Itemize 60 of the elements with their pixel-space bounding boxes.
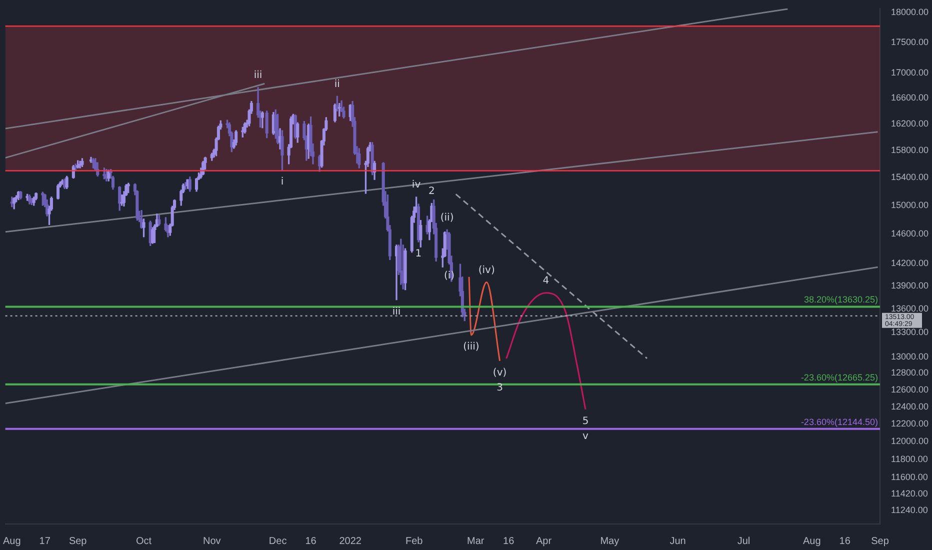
annotation: 2 bbox=[428, 186, 435, 197]
annotation: iv bbox=[412, 180, 421, 191]
x-tick-label: Nov bbox=[202, 536, 221, 547]
y-tick-label: 12000.00 bbox=[891, 436, 929, 446]
y-tick-label: 17500.00 bbox=[891, 36, 929, 47]
ref-line-label: 38.20%(13630.25) bbox=[804, 294, 878, 305]
y-tick-label: 13000.00 bbox=[891, 351, 929, 362]
y-tick-label: 13600.00 bbox=[891, 304, 929, 314]
y-tick-label: 12400.00 bbox=[891, 401, 929, 412]
y-tick-label: 15800.00 bbox=[891, 144, 929, 155]
y-tick-label: 11800.00 bbox=[891, 454, 928, 464]
line-series bbox=[506, 292, 586, 410]
y-tick-label: 16200.00 bbox=[891, 118, 929, 128]
y-tick-label: 11420.00 bbox=[891, 488, 928, 498]
y-tick-label: 13900.00 bbox=[891, 280, 929, 290]
x-tick-label: Oct bbox=[136, 536, 152, 547]
y-tick-label: 14600.00 bbox=[891, 228, 929, 238]
x-tick-label: Aug bbox=[3, 536, 21, 547]
y-tick-label: 14200.00 bbox=[891, 258, 929, 268]
annotation: v bbox=[582, 430, 589, 442]
annotation: iii bbox=[254, 70, 262, 81]
annotation: ii bbox=[334, 78, 340, 90]
x-tick-label: 16 bbox=[503, 536, 515, 547]
x-tick-label: Jul bbox=[737, 536, 750, 547]
ref-line-label: -23.60%(12665.25) bbox=[800, 372, 878, 382]
x-tick-label: 2022 bbox=[339, 536, 362, 547]
annotation: i bbox=[280, 176, 284, 188]
annotation: 1 bbox=[415, 248, 422, 260]
x-tick-label: Sep bbox=[871, 536, 890, 547]
annotation: (v) bbox=[492, 367, 507, 378]
x-tick-label: Aug bbox=[802, 536, 821, 547]
annotation: 4 bbox=[542, 275, 550, 286]
x-tick-label: Feb bbox=[405, 536, 424, 547]
y-tick-label: 12800.00 bbox=[891, 368, 929, 378]
x-tick-label: Dec bbox=[268, 536, 287, 547]
y-tick-label: 15400.00 bbox=[891, 172, 929, 182]
y-tick-label: 11600.00 bbox=[891, 472, 928, 482]
y-tick-label: 13300.00 bbox=[891, 327, 929, 338]
annotation: 5 bbox=[582, 416, 589, 427]
y-tick-label: 18000.00 bbox=[891, 6, 929, 17]
y-tick-label: 12600.00 bbox=[891, 384, 929, 394]
annotation: (iv) bbox=[478, 264, 495, 276]
ref-line-label: -23.60%(12144.50) bbox=[800, 416, 878, 427]
y-tick-label: 11240.00 bbox=[891, 505, 928, 516]
annotation: iii bbox=[392, 306, 401, 318]
annotation: (ii) bbox=[440, 212, 454, 224]
x-tick-label: 17 bbox=[39, 536, 51, 547]
y-tick-label: 12200.00 bbox=[891, 418, 929, 429]
x-tick-label: Apr bbox=[536, 536, 552, 547]
x-tick-label: Mar bbox=[467, 536, 485, 547]
annotation: 3 bbox=[496, 382, 503, 394]
x-tick-label: 16 bbox=[305, 536, 317, 547]
x-tick-label: Sep bbox=[68, 536, 88, 547]
x-tick-label: Jun bbox=[670, 536, 686, 547]
x-tick-label: 16 bbox=[839, 536, 851, 547]
y-tick-label: 15000.00 bbox=[891, 200, 929, 210]
annotation: (iii) bbox=[463, 342, 480, 353]
x-tick-label: May bbox=[600, 536, 620, 547]
y-tick-label: 17000.00 bbox=[891, 67, 929, 78]
y-tick-label: 16600.00 bbox=[891, 92, 929, 103]
